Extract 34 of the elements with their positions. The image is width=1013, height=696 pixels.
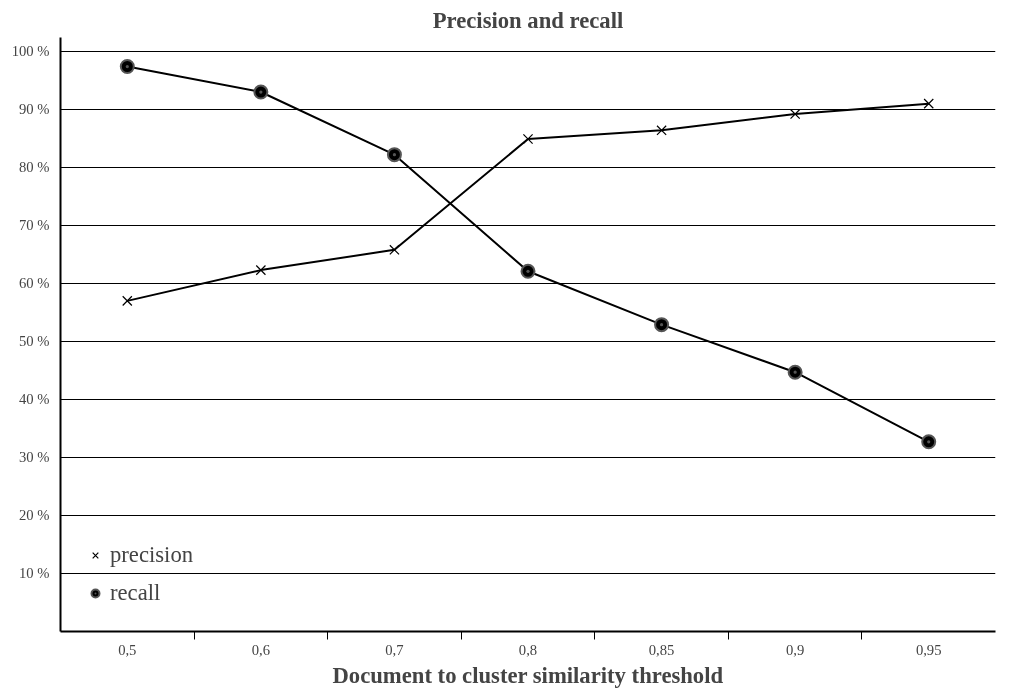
- y-tick-label: 20 %: [18, 507, 50, 524]
- point: [520, 263, 536, 279]
- point: [119, 59, 135, 74]
- x-tick-label: 0,9: [785, 641, 805, 658]
- point: [255, 264, 267, 276]
- point: [122, 295, 133, 307]
- point: [921, 434, 937, 450]
- x-tick-label: 0,8: [518, 641, 538, 658]
- point: [389, 244, 400, 255]
- x-axis-title: Document to cluster similarity threshold: [332, 662, 724, 688]
- point: [656, 125, 667, 136]
- y-tick-label: 100 %: [11, 43, 50, 60]
- y-tick-label: 60 %: [18, 275, 50, 292]
- point: [787, 364, 803, 380]
- point: [522, 133, 534, 145]
- x-tick-label: 0,7: [385, 641, 404, 658]
- point: [386, 147, 402, 163]
- x-tick-label: 0,6: [251, 641, 271, 658]
- y-tick-label: 80 %: [18, 159, 50, 176]
- point: [253, 84, 269, 100]
- point: [654, 317, 670, 333]
- y-tick-label: 30 %: [18, 449, 50, 466]
- x-tick-label: 0,85: [648, 641, 675, 658]
- y-tick-label: 70 %: [18, 217, 50, 234]
- y-tick-label: 50 %: [18, 333, 50, 350]
- x-tick-label: 0,5: [118, 641, 137, 658]
- x-tick-label: 0,95: [915, 641, 942, 658]
- chart-title: Precision and recall: [432, 7, 624, 33]
- y-tick-label: 10 %: [18, 565, 50, 582]
- legend-label: precision: [110, 542, 194, 568]
- y-tick-label: 90 %: [18, 101, 50, 118]
- legend-label: recall: [110, 580, 161, 606]
- y-tick-label: 40 %: [18, 391, 50, 408]
- point: [923, 98, 934, 109]
